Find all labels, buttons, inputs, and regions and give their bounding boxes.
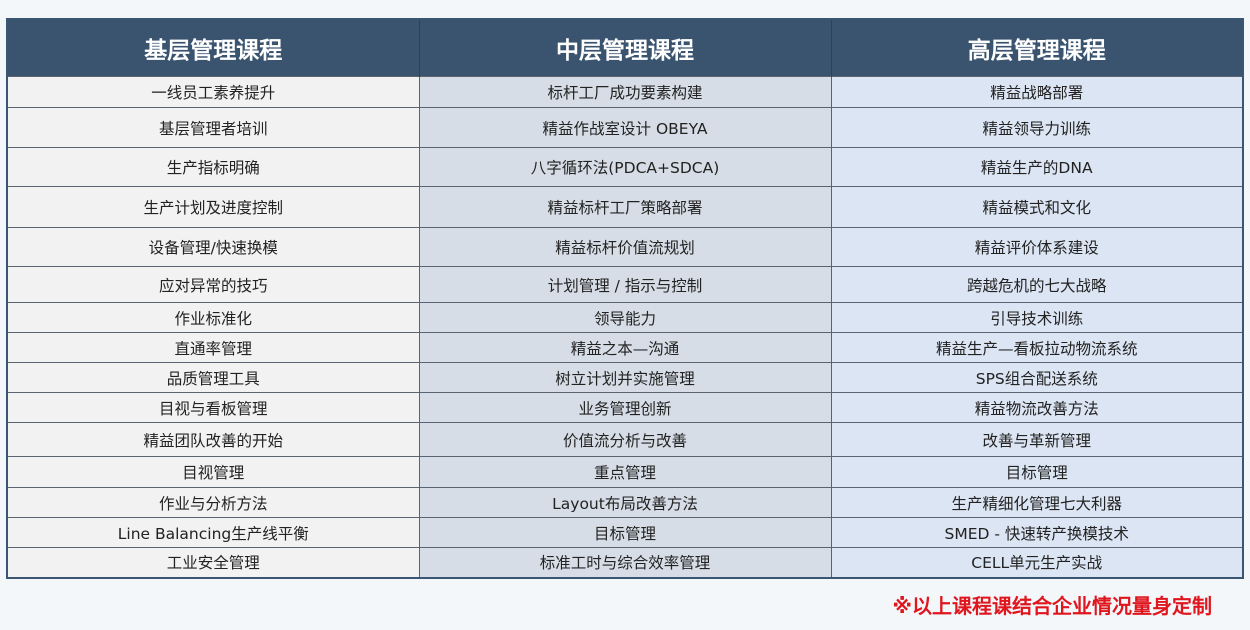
table-cell: 基层管理者培训 [6,107,420,148]
table-cell: Layout布局改善方法 [418,487,832,518]
table-cell: 工业安全管理 [6,547,420,578]
table-row: Line Balancing生产线平衡 目标管理 SMED - 快速转产换模技术 [6,517,1244,548]
table-cell: 精益模式和文化 [830,186,1244,228]
table-cell: 精益生产—看板拉动物流系统 [830,332,1244,363]
table-cell: 应对异常的技巧 [6,266,420,303]
table-row: 设备管理/快速换模 精益标杆价值流规划 精益评价体系建设 [6,227,1244,267]
column-header: 中层管理课程 [419,19,832,77]
table-cell: 目标管理 [418,517,832,548]
table-cell: 改善与革新管理 [830,422,1244,457]
table-row: 作业标准化 领导能力 引导技术训练 [6,302,1244,333]
column-header: 基层管理课程 [7,19,420,77]
table-row: 生产计划及进度控制 精益标杆工厂策略部署 精益模式和文化 [6,186,1244,228]
table-cell: 精益领导力训练 [830,107,1244,148]
table-cell: 精益评价体系建设 [830,227,1244,267]
table-cell: 八字循环法(PDCA+SDCA) [418,147,832,187]
table-cell: 业务管理创新 [418,392,832,423]
table-cell: 精益作战室设计 OBEYA [418,107,832,148]
table-row: 目视管理 重点管理 目标管理 [6,456,1244,488]
table-cell: 标杆工厂成功要素构建 [418,76,832,108]
table-cell: 生产计划及进度控制 [6,186,420,228]
table-cell: 一线员工素养提升 [6,76,420,108]
table-row: 目视与看板管理 业务管理创新 精益物流改善方法 [6,392,1244,423]
table-row: 精益团队改善的开始 价值流分析与改善 改善与革新管理 [6,422,1244,457]
table-cell: 标准工时与综合效率管理 [418,547,832,578]
table-row: 基层管理者培训 精益作战室设计 OBEYA 精益领导力训练 [6,107,1244,148]
table-row: 工业安全管理 标准工时与综合效率管理 CELL单元生产实战 [6,547,1244,578]
table-cell: 引导技术训练 [830,302,1244,333]
table-row: 应对异常的技巧 计划管理 / 指示与控制 跨越危机的七大战略 [6,266,1244,303]
table-cell: 目标管理 [830,456,1244,488]
table-cell: SMED - 快速转产换模技术 [830,517,1244,548]
table-cell: 目视管理 [6,456,420,488]
table-cell: 价值流分析与改善 [418,422,832,457]
table-cell: 领导能力 [418,302,832,333]
table-cell: 直通率管理 [6,332,420,363]
table-cell: 设备管理/快速换模 [6,227,420,267]
table-row: 品质管理工具 树立计划并实施管理 SPS组合配送系统 [6,362,1244,393]
column-header: 高层管理课程 [831,19,1244,77]
course-table: 基层管理课程 中层管理课程 高层管理课程 一线员工素养提升 标杆工厂成功要素构建 精益战… [6,18,1244,579]
table-row: 生产指标明确 八字循环法(PDCA+SDCA) 精益生产的DNA [6,147,1244,187]
table-cell: 作业标准化 [6,302,420,333]
table-cell: 品质管理工具 [6,362,420,393]
table-cell: 重点管理 [418,456,832,488]
table-cell: 精益生产的DNA [830,147,1244,187]
table-row: 一线员工素养提升 标杆工厂成功要素构建 精益战略部署 [6,76,1244,108]
table-cell: Line Balancing生产线平衡 [6,517,420,548]
table-cell: 跨越危机的七大战略 [830,266,1244,303]
table-cell: 生产精细化管理七大利器 [830,487,1244,518]
table-cell: CELL单元生产实战 [830,547,1244,578]
table-cell: 精益战略部署 [830,76,1244,108]
table-cell: 精益团队改善的开始 [6,422,420,457]
table-cell: 生产指标明确 [6,147,420,187]
table-cell: 精益标杆价值流规划 [418,227,832,267]
customization-note: ※以上课程课结合企业情况量身定制 [892,594,1212,618]
table-cell: SPS组合配送系统 [830,362,1244,393]
table-cell: 目视与看板管理 [6,392,420,423]
table-cell: 精益之本—沟通 [418,332,832,363]
table-cell: 作业与分析方法 [6,487,420,518]
table-cell: 精益物流改善方法 [830,392,1244,423]
table-cell: 计划管理 / 指示与控制 [418,266,832,303]
table-body: 一线员工素养提升 标杆工厂成功要素构建 精益战略部署 基层管理者培训 精益作战室设计 O… [6,76,1244,578]
table-cell: 树立计划并实施管理 [418,362,832,393]
table-cell: 精益标杆工厂策略部署 [418,186,832,228]
table-row: 作业与分析方法 Layout布局改善方法 生产精细化管理七大利器 [6,487,1244,518]
table-row: 直通率管理 精益之本—沟通 精益生产—看板拉动物流系统 [6,332,1244,363]
header-row: 基层管理课程 中层管理课程 高层管理课程 [7,19,1244,77]
